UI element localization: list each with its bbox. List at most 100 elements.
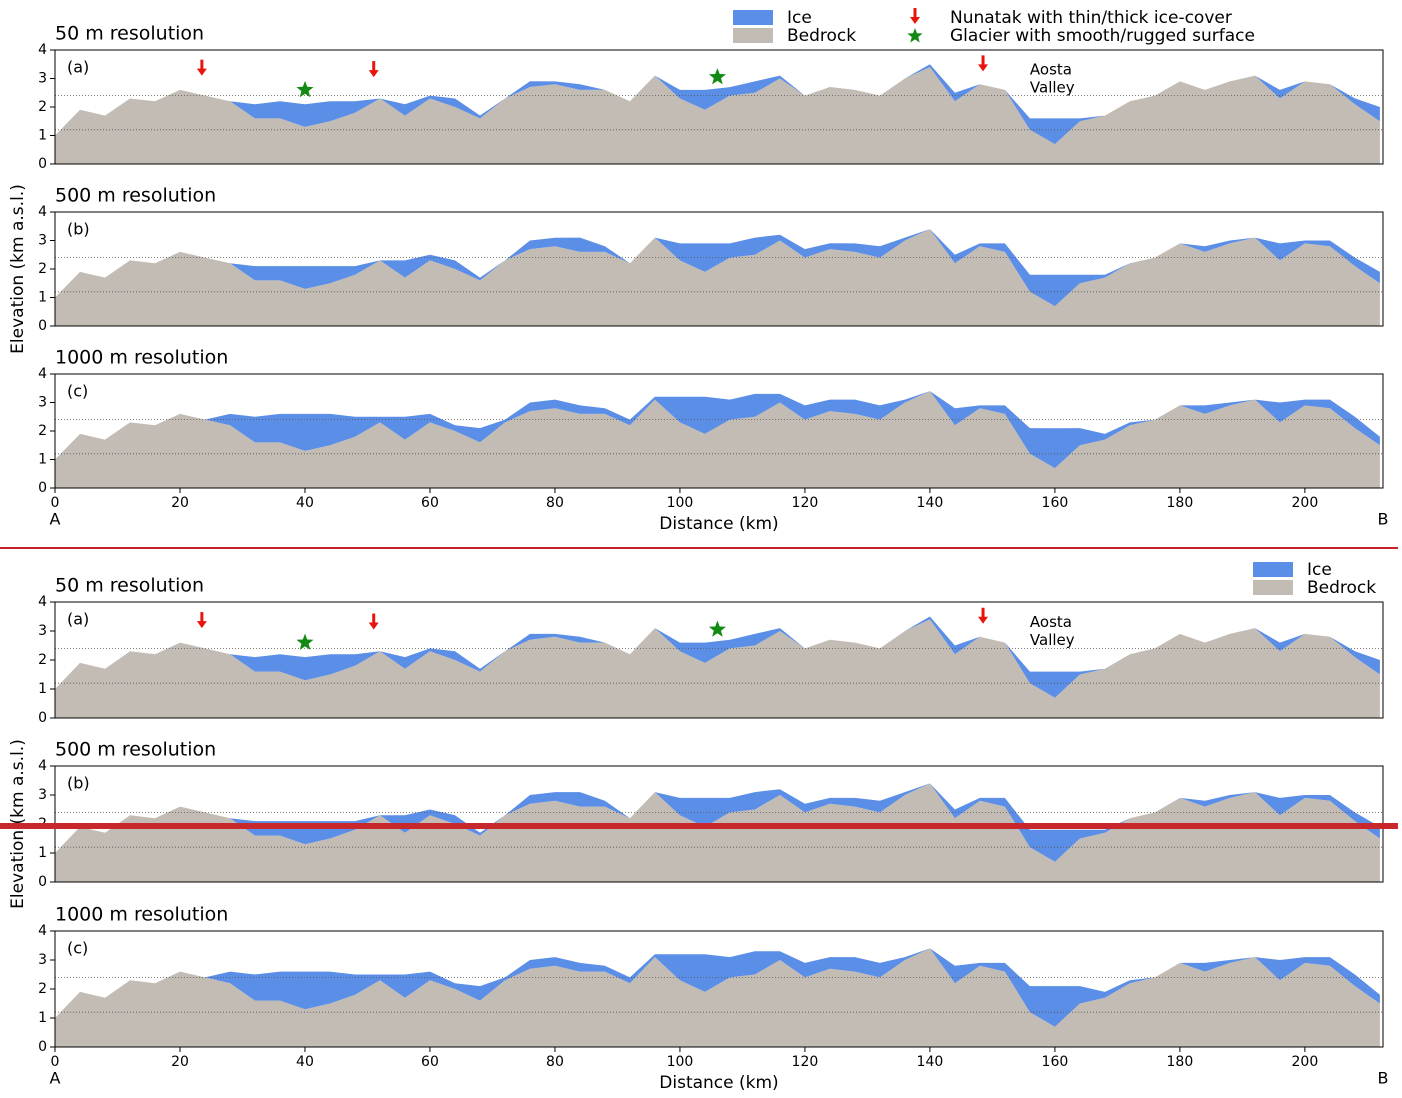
y-tick-label: 1 <box>38 290 47 306</box>
legend-swatch <box>733 10 773 25</box>
legend-label: Bedrock <box>787 26 856 46</box>
legend-swatch <box>1253 580 1293 595</box>
y-tick-label: 0 <box>38 874 47 890</box>
bedrock-area <box>55 391 1380 488</box>
panel-title: 50 m resolution <box>55 23 204 45</box>
bedrock-area <box>55 619 1380 718</box>
legend-label: Ice <box>1307 560 1332 580</box>
ice-area <box>55 64 1380 145</box>
nunatak-arrow <box>978 607 989 624</box>
end-label: B <box>1378 510 1389 529</box>
y-tick-label: 4 <box>38 42 47 58</box>
y-tick-label: 4 <box>38 923 47 939</box>
y-tick-label: 0 <box>38 710 47 726</box>
ice-area <box>55 229 1380 307</box>
x-tick-label: 180 <box>1167 495 1194 511</box>
start-label: A <box>50 510 61 529</box>
x-tick-label: 0 <box>51 495 60 511</box>
panel-title: 500 m resolution <box>55 739 216 761</box>
y-tick-label: 1 <box>38 845 47 861</box>
y-tick-label: 2 <box>38 99 47 115</box>
ice-area <box>55 391 1380 469</box>
ice-area <box>55 948 1380 1027</box>
x-axis-label: Distance (km) <box>659 1073 778 1093</box>
y-tick-label: 3 <box>38 71 47 87</box>
y-tick-label: 1 <box>38 128 47 144</box>
panel-title: 500 m resolution <box>55 185 216 207</box>
y-tick-label: 3 <box>38 623 47 639</box>
ice-area <box>55 616 1380 698</box>
nunatak-arrow <box>368 613 379 630</box>
x-tick-label: 140 <box>917 1054 944 1070</box>
panel-label: (c) <box>67 382 88 401</box>
x-tick-label: 200 <box>1292 1054 1319 1070</box>
legend-arrow <box>910 8 920 24</box>
x-tick-label: 80 <box>546 495 564 511</box>
y-tick-label: 1 <box>38 681 47 697</box>
panel-label: (b) <box>67 220 90 239</box>
x-tick-label: 140 <box>917 495 944 511</box>
y-tick-label: 3 <box>38 395 47 411</box>
y-tick-label: 1 <box>38 1010 47 1026</box>
panel-label: (a) <box>67 58 89 77</box>
glacier-star <box>708 68 726 85</box>
x-tick-label: 80 <box>546 1054 564 1070</box>
x-tick-label: 160 <box>1042 1054 1069 1070</box>
annotation-text: Valley <box>1030 631 1075 649</box>
bedrock-area <box>55 783 1380 882</box>
glacier-star <box>708 620 726 637</box>
y-tick-label: 3 <box>38 952 47 968</box>
arrow-head <box>368 70 379 78</box>
y-tick-label: 2 <box>38 423 47 439</box>
y-tick-label: 3 <box>38 787 47 803</box>
ice-area <box>55 783 1380 862</box>
x-tick-label: 40 <box>296 1054 314 1070</box>
nunatak-arrow <box>196 59 207 76</box>
arrow-head <box>196 68 207 76</box>
bedrock-area <box>55 948 1380 1047</box>
x-tick-label: 20 <box>171 495 189 511</box>
bedrock-area <box>55 67 1380 164</box>
arrow-head <box>910 17 920 24</box>
y-tick-label: 2 <box>38 981 47 997</box>
nunatak-arrow <box>368 61 379 78</box>
panel-title: 1000 m resolution <box>55 904 228 926</box>
end-label: B <box>1378 1069 1389 1088</box>
x-tick-label: 160 <box>1042 495 1069 511</box>
y-tick-label: 4 <box>38 594 47 610</box>
y-axis-label: Elevation (km a.s.l.) <box>8 184 28 354</box>
arrow-head <box>196 621 207 629</box>
y-tick-label: 2 <box>38 261 47 277</box>
legend-label: Bedrock <box>1307 578 1376 598</box>
glacier-star <box>296 633 314 650</box>
x-tick-label: 20 <box>171 1054 189 1070</box>
bedrock-area <box>55 229 1380 326</box>
panel-title: 50 m resolution <box>55 575 204 597</box>
y-tick-label: 4 <box>38 204 47 220</box>
legend-swatch <box>733 28 773 43</box>
arrow-head <box>978 64 989 72</box>
nunatak-arrow <box>978 55 989 72</box>
legend-star <box>907 28 923 43</box>
y-tick-label: 0 <box>38 1039 47 1055</box>
start-label: A <box>50 1069 61 1088</box>
x-tick-label: 60 <box>421 495 439 511</box>
arrow-head <box>368 622 379 630</box>
legend-label: Nunatak with thin/thick ice-cover <box>950 8 1232 28</box>
panel-label: (c) <box>67 939 88 958</box>
panel-label: (a) <box>67 610 89 629</box>
x-tick-label: 100 <box>667 1054 694 1070</box>
glacier-star <box>296 80 314 98</box>
x-tick-label: 100 <box>667 495 694 511</box>
x-tick-label: 40 <box>296 495 314 511</box>
annotation-text: Valley <box>1030 78 1075 96</box>
legend-label: Ice <box>787 8 812 28</box>
x-tick-label: 200 <box>1292 495 1319 511</box>
y-tick-label: 0 <box>38 480 47 496</box>
y-tick-label: 0 <box>38 156 47 172</box>
arrow-head <box>978 616 989 624</box>
x-tick-label: 180 <box>1167 1054 1194 1070</box>
annotation-text: Aosta <box>1030 60 1072 78</box>
y-tick-label: 1 <box>38 452 47 468</box>
